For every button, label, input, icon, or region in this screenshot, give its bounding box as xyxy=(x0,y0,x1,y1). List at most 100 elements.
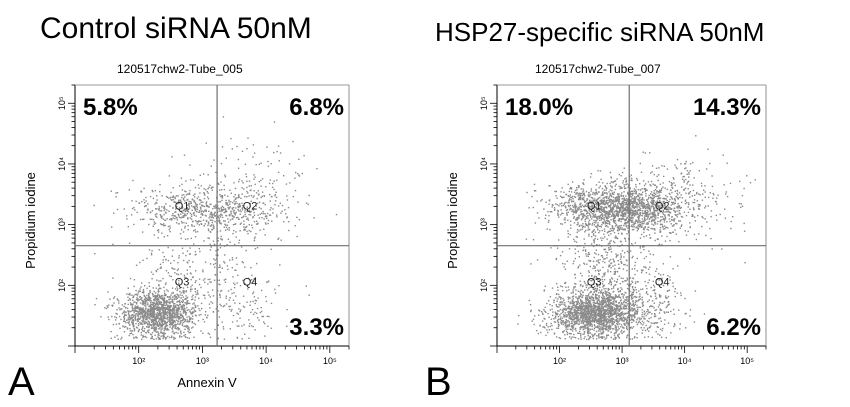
data-point xyxy=(585,304,587,307)
data-point xyxy=(278,237,280,239)
data-point xyxy=(611,225,613,227)
data-point xyxy=(144,205,147,207)
data-point xyxy=(135,298,138,301)
data-point xyxy=(604,299,606,301)
data-point xyxy=(153,318,156,320)
percentage-q1: 5.8% xyxy=(83,94,138,121)
data-point xyxy=(176,286,178,288)
data-point xyxy=(254,183,256,186)
data-point xyxy=(258,319,260,321)
data-point xyxy=(173,315,175,317)
data-point xyxy=(182,300,184,302)
data-point xyxy=(583,309,585,311)
data-point xyxy=(594,201,597,204)
data-point xyxy=(250,267,252,269)
data-point xyxy=(219,284,221,286)
data-point xyxy=(571,306,573,308)
data-point xyxy=(146,309,148,311)
data-point xyxy=(536,200,538,202)
data-point xyxy=(251,282,253,284)
data-point xyxy=(212,227,214,229)
data-point xyxy=(621,307,623,310)
data-point xyxy=(605,202,608,204)
data-point xyxy=(622,331,625,333)
data-point xyxy=(579,328,581,330)
data-point xyxy=(656,208,659,211)
data-point xyxy=(187,204,189,206)
data-point xyxy=(578,302,581,304)
data-point xyxy=(592,334,595,337)
data-point xyxy=(256,197,258,200)
data-point xyxy=(177,268,179,270)
data-point xyxy=(219,266,221,268)
data-point xyxy=(170,315,173,317)
data-point xyxy=(168,301,170,303)
data-point xyxy=(561,309,564,311)
data-point xyxy=(615,284,617,286)
data-point xyxy=(647,211,649,213)
data-point xyxy=(186,306,188,309)
data-point xyxy=(666,188,668,191)
data-point xyxy=(603,314,605,317)
data-point xyxy=(152,314,154,317)
data-point xyxy=(147,203,149,205)
data-point xyxy=(234,194,236,196)
data-point xyxy=(265,186,267,188)
data-point xyxy=(179,335,181,337)
data-point xyxy=(646,228,648,231)
data-point xyxy=(646,328,649,331)
data-point xyxy=(561,223,564,225)
data-point xyxy=(256,307,259,310)
data-point xyxy=(579,280,581,282)
data-point xyxy=(604,290,606,292)
data-point xyxy=(177,201,180,203)
data-point xyxy=(263,195,265,197)
data-point xyxy=(608,307,610,310)
data-point xyxy=(564,314,566,317)
data-point xyxy=(562,310,565,313)
data-point xyxy=(589,302,592,305)
data-point xyxy=(557,325,560,328)
data-point xyxy=(151,326,153,328)
data-point xyxy=(186,261,188,263)
data-point xyxy=(169,308,171,311)
data-point xyxy=(190,201,192,203)
data-point xyxy=(614,300,616,302)
data-point xyxy=(248,180,251,182)
data-point xyxy=(595,219,597,222)
data-point xyxy=(248,319,250,321)
data-point xyxy=(639,207,642,210)
data-point xyxy=(133,279,136,281)
data-point xyxy=(565,324,567,326)
data-point xyxy=(135,313,137,315)
data-point xyxy=(611,225,614,228)
data-point xyxy=(224,262,226,264)
data-point xyxy=(238,203,241,205)
data-point xyxy=(573,324,575,326)
data-point xyxy=(194,250,197,253)
data-point xyxy=(154,303,157,306)
data-point xyxy=(559,301,561,304)
data-point xyxy=(611,324,613,326)
data-point xyxy=(253,237,256,240)
data-point xyxy=(142,330,144,332)
data-point xyxy=(551,305,553,307)
data-point xyxy=(214,273,217,276)
data-point xyxy=(225,210,227,212)
data-point xyxy=(578,314,580,317)
data-point xyxy=(601,301,603,304)
data-point xyxy=(604,186,607,188)
data-point xyxy=(568,307,570,309)
data-point xyxy=(126,319,128,321)
data-point xyxy=(142,334,144,337)
data-point xyxy=(211,221,213,224)
data-point xyxy=(614,326,617,328)
data-point xyxy=(158,314,161,316)
data-point xyxy=(194,220,197,222)
data-point xyxy=(129,330,132,332)
data-point xyxy=(151,312,153,315)
data-point xyxy=(129,327,131,330)
data-point xyxy=(623,308,625,310)
data-point xyxy=(297,173,299,175)
data-point xyxy=(148,331,150,334)
